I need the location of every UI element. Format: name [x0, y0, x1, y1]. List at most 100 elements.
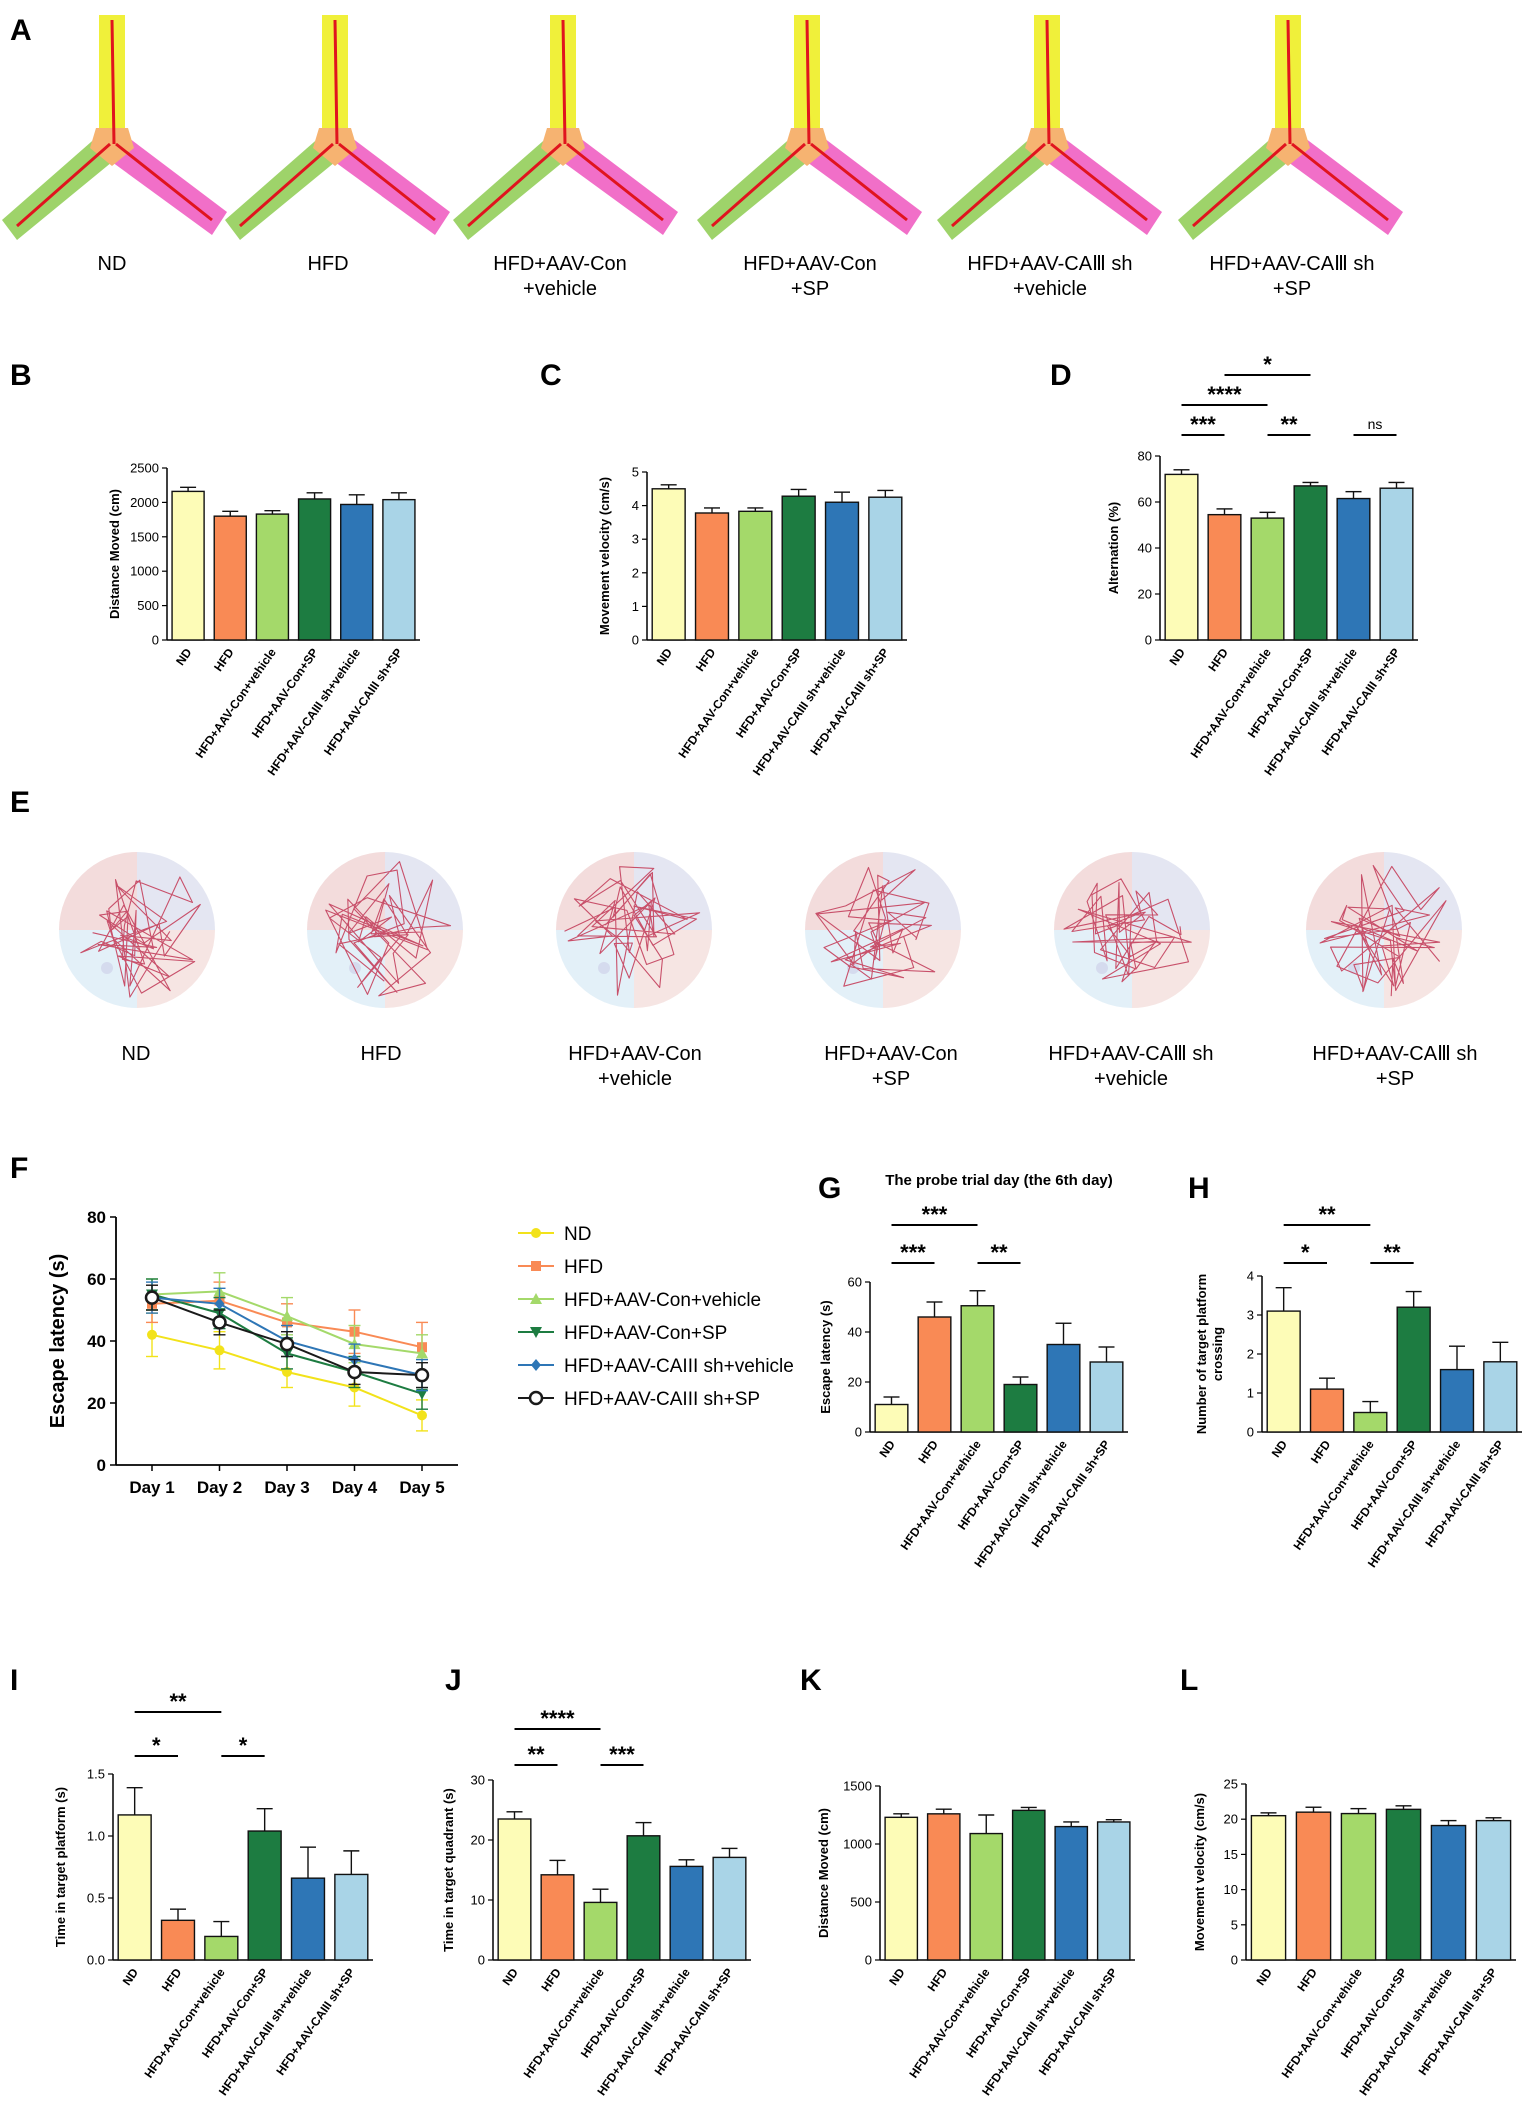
y-tick-label: 80: [87, 1208, 106, 1227]
bar-j-1: [540, 1874, 575, 1961]
panel-e-caption-3: HFD+AAV-Con +SP: [824, 1043, 958, 1090]
data-point: [144, 1290, 160, 1305]
water-maze-pool-5: [1306, 852, 1462, 1008]
bar-k-0: [884, 1816, 919, 1961]
caption-line-1: ND: [122, 1043, 151, 1065]
x-tick-label: HFD: [915, 1437, 941, 1466]
ymaze-center: [541, 128, 585, 166]
bar-b-4: [340, 503, 374, 641]
y-tick-label: 60: [848, 1275, 862, 1290]
ymaze-path-trace: [711, 19, 908, 228]
panel-e-caption-4: HFD+AAV-CAⅢ sh +vehicle: [1048, 1043, 1213, 1090]
x-tick-label: Day 4: [332, 1478, 378, 1497]
x-tick-label: ND: [173, 645, 195, 668]
bar-l-3: [1385, 1808, 1422, 1961]
x-tick-label: ND: [654, 645, 676, 668]
y-axis-label: crossing: [1210, 1327, 1225, 1381]
panel-letter-e: E: [10, 786, 30, 819]
pool-quadrant-3: [1054, 930, 1132, 1008]
y-tick-label: 4: [632, 498, 639, 513]
caption-line-1: HFD+AAV-Con: [743, 253, 877, 275]
bar-d-5: [1379, 487, 1414, 641]
x-tick-label: HFD: [1205, 645, 1231, 674]
caption-line-2: +vehicle: [598, 1068, 672, 1090]
x-tick-label: Day 2: [197, 1478, 242, 1497]
x-tick-label: HFD+AAV-Con+vehicle: [1279, 1965, 1365, 2080]
bar-l-4: [1430, 1824, 1467, 1961]
bar-j-5: [712, 1856, 747, 1961]
x-tick-label: ND: [1167, 645, 1189, 668]
y-tick-label: 2500: [130, 461, 159, 476]
x-tick-label: HFD+AAV-Con+vehicle: [141, 1965, 227, 2080]
y-tick-label: 10: [471, 1893, 485, 1908]
panel-e-caption-5: HFD+AAV-CAⅢ sh +SP: [1312, 1043, 1477, 1090]
bar-c-4: [824, 501, 860, 641]
bar-h-4: [1439, 1368, 1475, 1433]
y-tick-label: 5: [1231, 1917, 1238, 1932]
significance-label: ***: [609, 1742, 635, 1767]
ymaze-center: [313, 128, 357, 166]
y-tick-label: 0: [1145, 633, 1152, 648]
y-tick-label: 30: [471, 1773, 485, 1788]
bar-h-2: [1353, 1411, 1388, 1433]
y-tick-label: 1: [632, 599, 639, 614]
data-point: [281, 1310, 293, 1322]
caption-line-1: HFD+AAV-CAⅢ sh: [967, 253, 1132, 275]
swim-path-trace: [1063, 878, 1192, 983]
bar-h-3: [1396, 1306, 1431, 1433]
y-tick-label: 80: [1138, 449, 1152, 464]
bar-j-0: [497, 1818, 532, 1961]
pool-quadrant-3: [59, 930, 137, 1008]
legend-label: HFD+AAV-Con+SP: [564, 1323, 727, 1344]
x-tick-label: ND: [877, 1437, 899, 1460]
x-tick-label: HFD: [211, 645, 237, 674]
bar-b-3: [297, 498, 332, 641]
caption-line-1: ND: [98, 253, 127, 275]
y-tick-label: 1500: [843, 1779, 872, 1794]
legend-label: HFD+AAV-CAIII sh+vehicle: [564, 1356, 794, 1377]
x-tick-label: HFD+AAV-Con+vehicle: [1188, 645, 1274, 760]
series-5: [144, 1284, 430, 1389]
ymaze-path-trace: [1192, 19, 1389, 228]
y-tick-label: 0: [97, 1456, 106, 1475]
bar-g-2: [960, 1305, 995, 1433]
legend-label: HFD+AAV-Con+vehicle: [564, 1290, 761, 1311]
y-tick-label: 3: [1247, 1308, 1254, 1323]
significance-label: **: [169, 1689, 187, 1714]
x-tick-label: HFD: [1294, 1965, 1320, 1994]
ymaze-path-trace: [16, 19, 213, 228]
pool-quadrant-2: [137, 930, 215, 1008]
legend-marker: [531, 1228, 541, 1238]
legend-label: ND: [564, 1224, 591, 1245]
x-tick-label: HFD: [538, 1965, 564, 1994]
x-tick-label: HFD+AAV-CAIII sh+SP: [321, 646, 405, 758]
bar-i-3: [247, 1830, 282, 1961]
panel-a-caption-3: HFD+AAV-Con +SP: [743, 253, 877, 300]
x-tick-label: ND: [120, 1965, 142, 1988]
x-tick-label: HFD+AAV-CAIII sh+SP: [1319, 646, 1403, 758]
bar-g-4: [1046, 1343, 1081, 1433]
panel-e-caption-2: HFD+AAV-Con +vehicle: [568, 1043, 702, 1090]
ymaze-track-4: [937, 15, 1162, 240]
ymaze-path-trace: [951, 19, 1148, 228]
y-tick-label: 60: [1138, 495, 1152, 510]
y-tick-label: 3: [632, 532, 639, 547]
legend-label: HFD: [564, 1257, 603, 1278]
caption-line-2: +vehicle: [523, 278, 597, 300]
bar-b-5: [382, 498, 416, 641]
panel-a-caption-0: ND: [98, 253, 127, 275]
bar-h-5: [1483, 1361, 1518, 1433]
panel-letter-l: L: [1180, 1664, 1198, 1697]
pool-quadrant-2: [634, 930, 712, 1008]
significance-label: ***: [922, 1202, 948, 1227]
data-point: [212, 1315, 227, 1330]
data-point: [414, 1367, 430, 1383]
y-tick-label: 20: [1224, 1812, 1238, 1827]
ymaze-center: [785, 128, 829, 166]
x-tick-label: HFD+AAV-CAIII sh+SP: [1416, 1966, 1500, 2078]
y-tick-label: 5: [632, 465, 639, 480]
data-point: [416, 1388, 428, 1400]
x-tick-label: ND: [500, 1965, 522, 1988]
bar-i-1: [160, 1919, 196, 1961]
y-tick-label: 40: [1138, 541, 1152, 556]
